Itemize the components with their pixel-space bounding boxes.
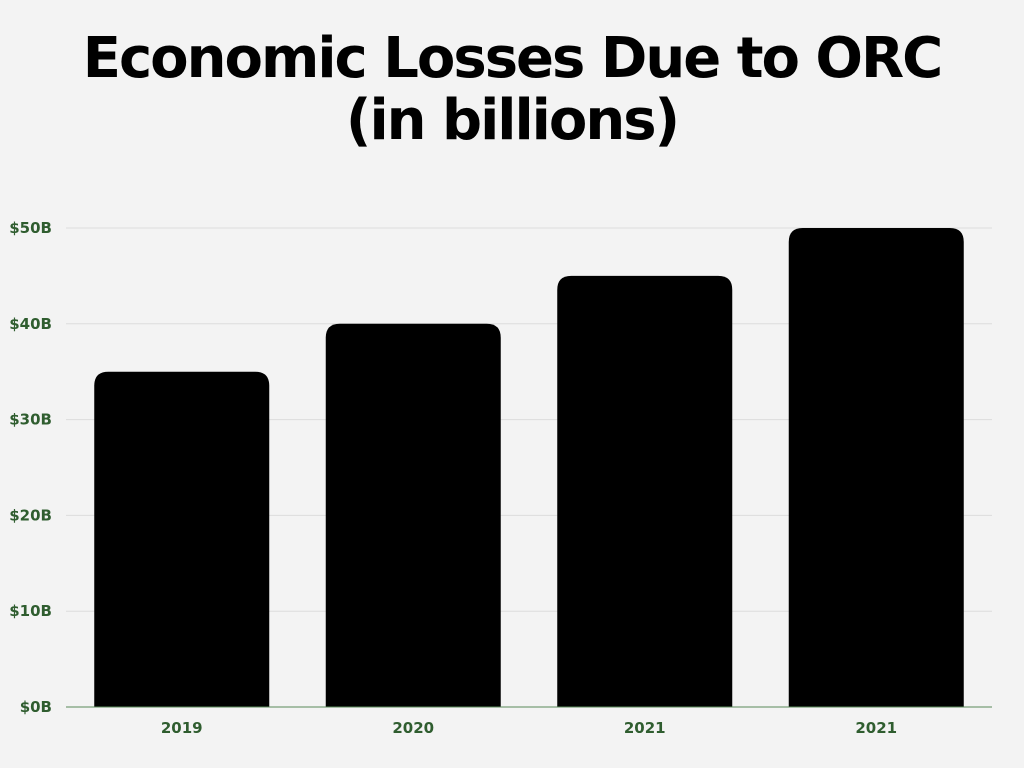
x-axis-tick-labels: 2019 2020 2021 2021	[161, 719, 897, 737]
y-tick-label: $30B	[9, 411, 52, 429]
x-tick-label: 2019	[161, 719, 203, 737]
x-tick-label: 2020	[392, 719, 434, 737]
y-tick-label: $20B	[9, 506, 52, 524]
y-tick-label: $0B	[20, 698, 52, 716]
chart-title-line-2: (in billions)	[345, 88, 680, 153]
y-tick-label: $40B	[9, 315, 52, 333]
chart-title-line-1: Economic Losses Due to ORC	[82, 26, 944, 91]
y-tick-label: $50B	[9, 219, 52, 237]
bar-2021-3	[788, 228, 964, 707]
bar-2020-1	[325, 323, 501, 707]
bar-2021-2	[557, 275, 733, 707]
x-tick-label: 2021	[624, 719, 666, 737]
bar-2019-0	[94, 371, 270, 707]
x-tick-label: 2021	[855, 719, 897, 737]
y-tick-label: $10B	[9, 602, 52, 620]
chart-title: Economic Losses Due to ORC (in billions)	[0, 28, 1024, 152]
bars	[94, 228, 964, 707]
y-axis-tick-labels: $0B $10B $20B $30B $40B $50B	[9, 219, 52, 716]
